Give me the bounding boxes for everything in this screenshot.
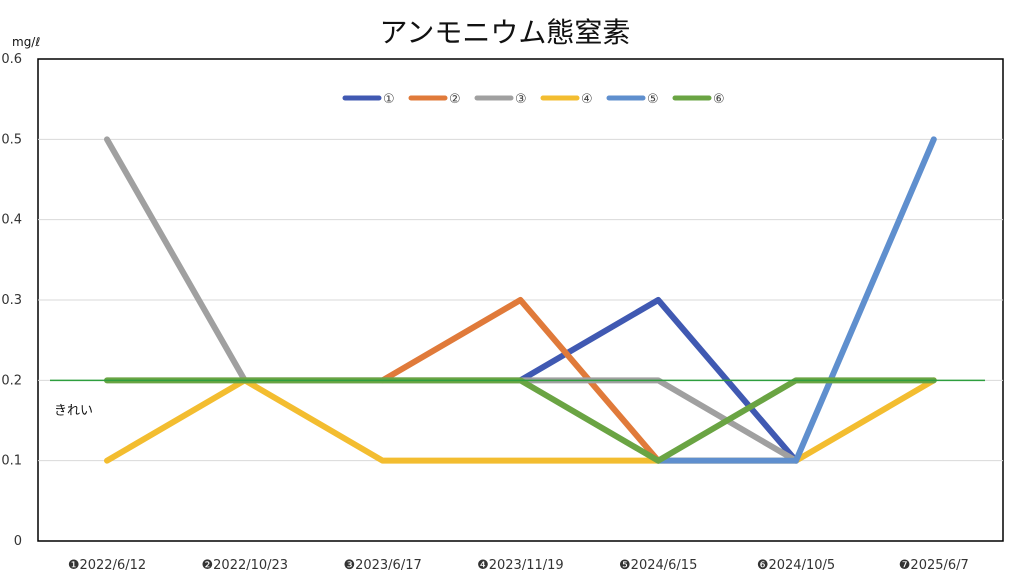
series-line-2 — [379, 297, 662, 464]
series-line-6 — [104, 377, 937, 464]
x-tick-label: ❻2024/10/5 — [757, 558, 835, 573]
y-tick-label: 0.2 — [1, 373, 22, 388]
x-tick-label: ❶2022/6/12 — [68, 558, 146, 573]
legend-label-1: ① — [383, 92, 395, 107]
x-tick-label: ❺2024/6/15 — [619, 558, 697, 573]
unit-label: mg/ℓ — [12, 35, 40, 49]
legend-label-3: ③ — [515, 92, 527, 107]
series-line-5 — [655, 136, 937, 464]
y-tick-label: 0.5 — [1, 132, 22, 147]
reference-line-group: きれい — [50, 379, 985, 418]
legend-label-4: ④ — [581, 92, 593, 107]
chart-title: アンモニウム態窒素 — [380, 16, 631, 49]
legend-label-6: ⑥ — [713, 92, 725, 107]
y-tick-label: 0.4 — [1, 213, 22, 228]
legend-label-2: ② — [449, 92, 461, 107]
y-tick-label: 0.3 — [1, 293, 22, 308]
legend-label-5: ⑤ — [647, 92, 659, 107]
x-tick-label: ❸2023/6/17 — [343, 558, 421, 573]
y-tick-label: 0 — [14, 534, 22, 549]
y-tick-label: 0.6 — [1, 52, 22, 67]
x-tick-label: ❹2023/11/19 — [477, 558, 564, 573]
series-line-4 — [104, 377, 937, 464]
legend: ① ② ③ ④ ⑤ ⑥ — [342, 92, 725, 107]
x-axis-ticks: ❶2022/6/12 ❷2022/10/23 ❸2023/6/17 ❹2023/11/… — [68, 558, 969, 573]
x-tick-label: ❼2025/6/7 — [899, 558, 969, 573]
y-tick-label: 0.1 — [1, 454, 22, 469]
y-axis-ticks: 0 0.1 0.2 0.3 0.4 0.5 0.6 — [1, 52, 22, 549]
reference-label: きれい — [54, 403, 93, 418]
x-tick-label: ❷2022/10/23 — [202, 558, 289, 573]
